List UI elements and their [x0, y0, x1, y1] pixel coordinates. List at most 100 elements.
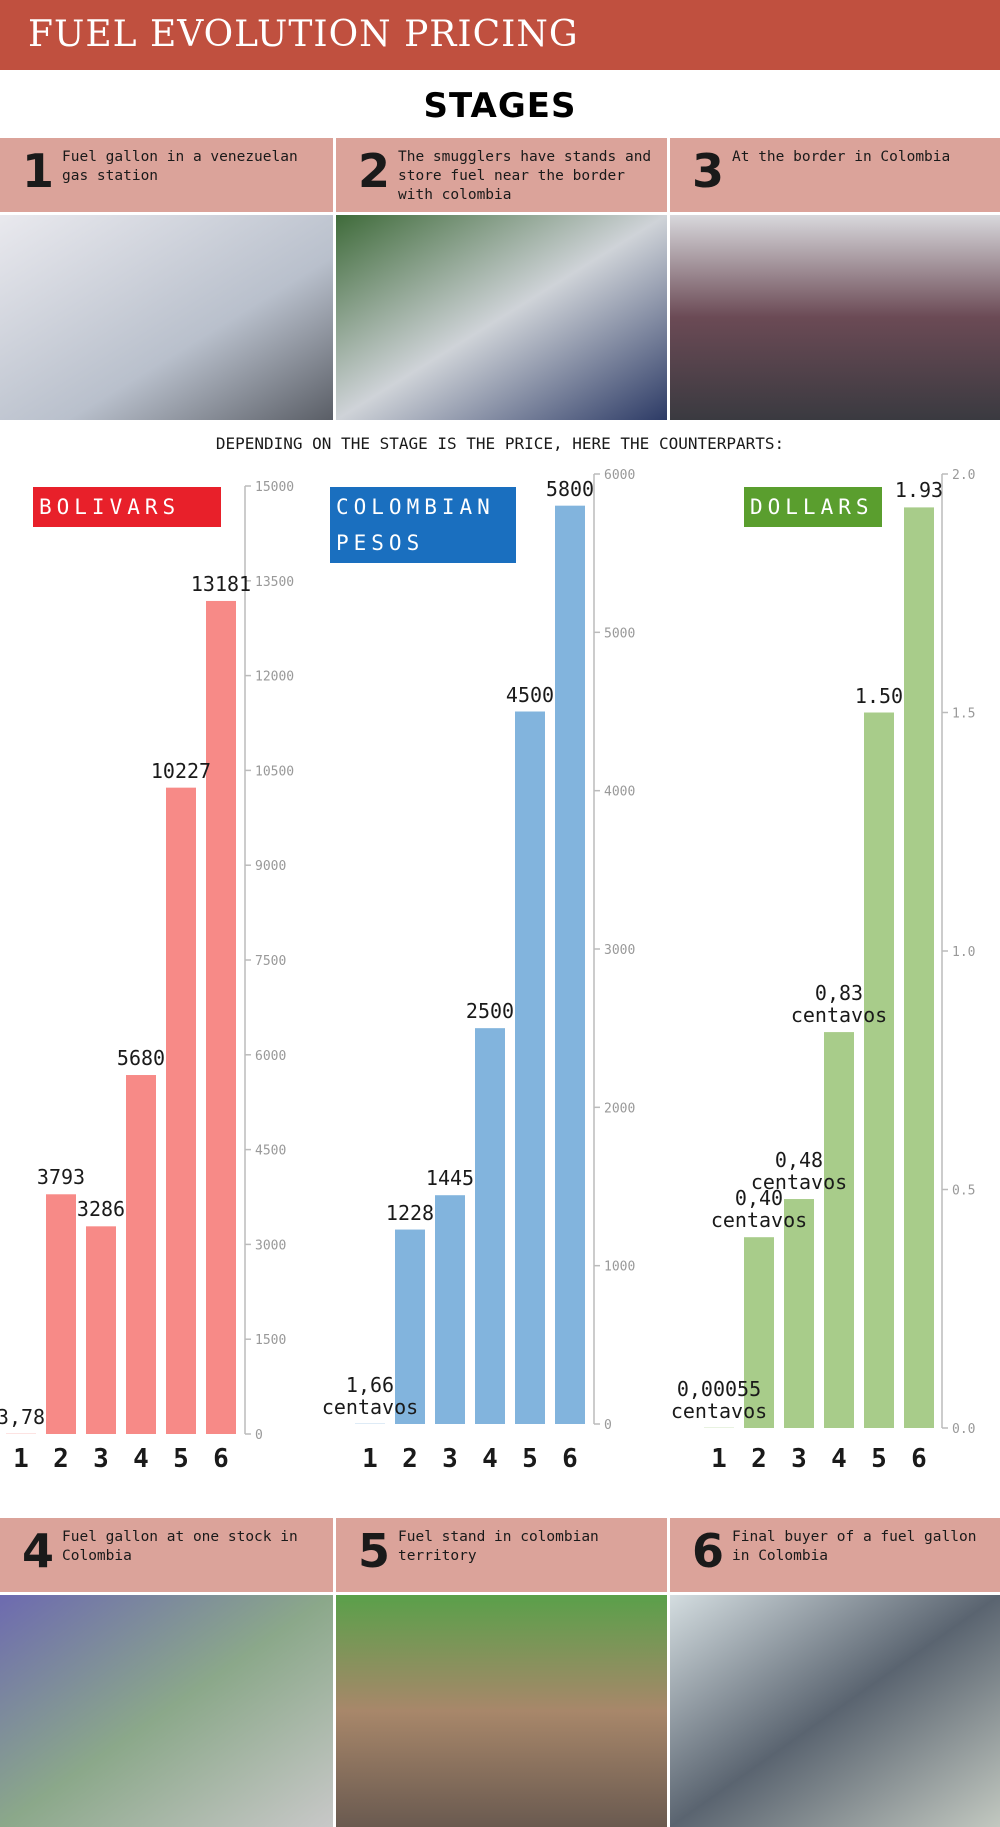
photo: [670, 215, 1000, 420]
data-label: 3286: [76, 1197, 126, 1222]
y-tick-label: 1.0: [952, 945, 975, 960]
data-label: 3,78: [0, 1404, 46, 1429]
x-tick-label: 6: [213, 1444, 229, 1474]
chart-title: COLOMBIAN PESOS: [330, 487, 516, 563]
stage-text: At the border in Colombia: [732, 149, 951, 165]
y-tick-label: 1.5: [952, 707, 975, 722]
bar: [784, 1199, 814, 1428]
stage-text: Fuel gallon at one stock in Colombia: [62, 1529, 298, 1564]
x-tick-label: 1: [13, 1444, 29, 1474]
stage-box: 2 The smugglers have stands and store fue…: [336, 138, 667, 212]
y-tick-label: 1500: [255, 1333, 286, 1348]
photo: [336, 1595, 667, 1827]
y-tick-label: 4500: [255, 1144, 286, 1159]
bar: [435, 1195, 465, 1424]
bar: [46, 1194, 76, 1434]
stages-title: STAGES: [423, 86, 577, 126]
bar: [515, 711, 545, 1424]
y-tick-label: 0.0: [952, 1422, 975, 1437]
y-tick-label: 7500: [255, 954, 286, 969]
stage-box: 4 Fuel gallon at one stock in Colombia: [0, 1518, 333, 1592]
x-tick-label: 5: [871, 1444, 887, 1474]
x-tick-label: 4: [482, 1444, 498, 1474]
x-tick-label: 1: [362, 1444, 378, 1474]
y-tick-label: 10500: [255, 764, 294, 779]
data-label: 4500: [505, 682, 555, 707]
y-tick-label: 2000: [604, 1101, 635, 1116]
bar: [744, 1237, 774, 1428]
y-tick-label: 12000: [255, 670, 294, 685]
stage-number: 4: [22, 1524, 55, 1578]
y-tick-label: 13500: [255, 575, 294, 590]
x-tick-label: 4: [133, 1444, 149, 1474]
data-label: 1.50: [854, 683, 904, 708]
x-tick-label: 3: [791, 1444, 807, 1474]
data-label: 1445: [425, 1166, 475, 1191]
photo: [336, 215, 667, 420]
data-label: 1228: [385, 1200, 435, 1225]
bar: [864, 712, 894, 1428]
data-label: 0,00055 centavos: [670, 1376, 768, 1423]
y-tick-label: 6000: [604, 468, 635, 483]
stage-box: 1 Fuel gallon in a venezuelan gas station: [0, 138, 333, 212]
data-label: 3793: [36, 1165, 86, 1190]
x-tick-label: 1: [711, 1444, 727, 1474]
chart-title: BOLIVARS: [33, 487, 221, 527]
header-title: FUEL EVOLUTION PRICING: [28, 14, 579, 55]
bar: [904, 507, 934, 1428]
x-tick-label: 3: [93, 1444, 109, 1474]
data-label: 10227: [150, 758, 212, 783]
x-tick-label: 5: [173, 1444, 189, 1474]
stage-number: 5: [358, 1524, 391, 1578]
y-tick-label: 0: [604, 1418, 612, 1433]
y-tick-label: 1000: [604, 1260, 635, 1275]
chart-title: DOLLARS: [744, 487, 882, 527]
data-label: 13181: [190, 571, 252, 596]
stage-number: 3: [692, 144, 725, 198]
y-tick-label: 0: [255, 1428, 263, 1443]
stage-box: 3 At the border in Colombia: [670, 138, 1000, 212]
header: FUEL EVOLUTION PRICING: [0, 0, 1000, 70]
stage-number: 2: [358, 144, 391, 198]
bar: [475, 1028, 505, 1424]
y-tick-label: 9000: [255, 859, 286, 874]
photo: [0, 1595, 333, 1827]
y-tick-label: 3000: [255, 1238, 286, 1253]
data-label: 1.93: [894, 478, 944, 503]
y-tick-label: 6000: [255, 1049, 286, 1064]
data-label: 0,48 centavos: [750, 1148, 848, 1195]
y-tick-label: 2.0: [952, 468, 975, 483]
x-tick-label: 6: [911, 1444, 927, 1474]
stage-box: 6 Final buyer of a fuel gallon in Colombi…: [670, 1518, 1000, 1592]
stage-box: 5 Fuel stand in colombian territory: [336, 1518, 667, 1592]
bar: [86, 1226, 116, 1434]
y-tick-label: 15000: [255, 480, 294, 495]
x-tick-label: 6: [562, 1444, 578, 1474]
x-tick-label: 2: [402, 1444, 418, 1474]
data-label: 5680: [116, 1046, 166, 1071]
bar: [555, 505, 585, 1425]
y-tick-label: 4000: [604, 785, 635, 800]
stage-number: 1: [22, 144, 55, 198]
y-tick-label: 0.5: [952, 1184, 975, 1199]
x-tick-label: 2: [53, 1444, 69, 1474]
photo: [0, 215, 333, 420]
data-label: 5800: [545, 476, 595, 501]
stage-text: The smugglers have stands and store fuel…: [398, 149, 652, 203]
bar: [395, 1229, 425, 1424]
data-label: 2500: [465, 999, 515, 1024]
stage-number: 6: [692, 1524, 725, 1578]
x-tick-label: 4: [831, 1444, 847, 1474]
y-tick-label: 5000: [604, 626, 635, 641]
subtitle: DEPENDING ON THE STAGE IS THE PRICE, HER…: [215, 434, 785, 453]
y-tick-label: 3000: [604, 943, 635, 958]
data-label: 0,40 centavos: [710, 1186, 808, 1233]
stage-text: Fuel gallon in a venezuelan gas station: [62, 149, 298, 184]
stage-text: Fuel stand in colombian territory: [398, 1529, 599, 1564]
bar: [166, 787, 196, 1434]
photo: [670, 1595, 1000, 1827]
x-tick-label: 5: [522, 1444, 538, 1474]
data-label: 0,83 centavos: [790, 981, 888, 1028]
